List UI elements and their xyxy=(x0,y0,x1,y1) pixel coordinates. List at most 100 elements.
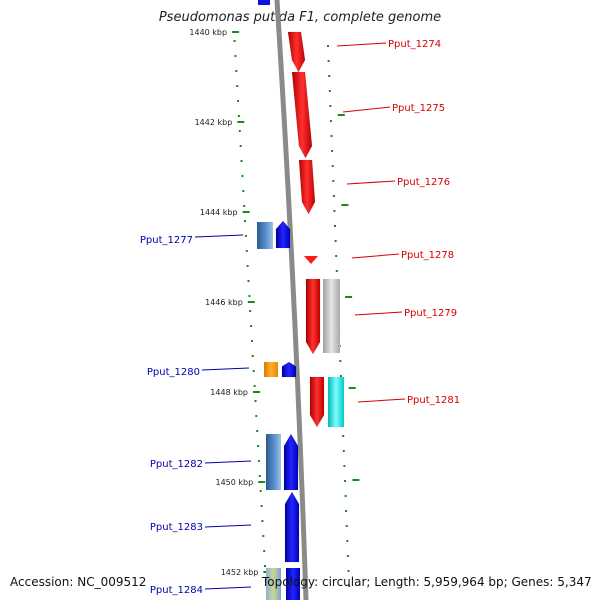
ruler-dot xyxy=(335,255,338,257)
feature-box-grey[interactable] xyxy=(323,279,340,353)
ruler-dot xyxy=(251,340,253,342)
position-label: 1446 kbp xyxy=(205,298,243,307)
leader-line-pput-1280 xyxy=(201,367,250,371)
ruler-dot xyxy=(261,520,264,522)
ruler-dot xyxy=(238,130,241,132)
ruler-dot xyxy=(244,220,246,222)
ruler-dot xyxy=(329,120,332,122)
ruler-dot xyxy=(331,150,334,152)
ruler-dot xyxy=(245,250,248,252)
leader-line-pput-1277 xyxy=(194,234,244,238)
partial-feature xyxy=(258,0,270,5)
gene-arrow-pput-1283[interactable] xyxy=(284,491,300,563)
ruler-dot xyxy=(333,210,336,212)
ruler-dot xyxy=(246,265,249,267)
ruler-dot xyxy=(252,370,255,372)
accession-text: Accession: NC_009512 xyxy=(10,575,147,589)
ruler-dot xyxy=(248,295,251,297)
ruler-dot xyxy=(346,540,349,542)
ruler-dot xyxy=(257,460,260,462)
gene-arrow-pput-1282[interactable] xyxy=(283,433,299,491)
map-title: Pseudomonas putida F1, complete genome xyxy=(158,10,442,25)
major-tick xyxy=(341,204,349,206)
gene-label-pput-1274[interactable]: Pput_1274 xyxy=(388,39,441,50)
ruler-dot xyxy=(255,415,258,417)
leader-line-pput-1274 xyxy=(336,42,387,47)
major-tick xyxy=(352,479,360,481)
feature-box-pput-1277[interactable] xyxy=(257,222,273,249)
ruler-dot xyxy=(258,475,261,477)
major-tick xyxy=(258,481,266,483)
leader-line-pput-1276 xyxy=(346,180,396,185)
ruler-dot xyxy=(259,490,262,492)
ruler-dot xyxy=(342,450,345,452)
ruler-dot xyxy=(263,550,266,552)
feature-box-pput-1284[interactable] xyxy=(266,568,281,600)
leader-line-pput-1282 xyxy=(204,460,252,464)
gene-label-pput-1279[interactable]: Pput_1279 xyxy=(404,308,457,319)
gene-arrow-pput-1278[interactable] xyxy=(304,256,318,264)
ruler-dot xyxy=(334,225,336,227)
gene-label-pput-1278[interactable]: Pput_1278 xyxy=(401,250,454,261)
major-tick xyxy=(232,31,240,33)
gene-label-pput-1277[interactable]: Pput_1277 xyxy=(140,235,193,246)
major-tick xyxy=(345,296,353,298)
ruler-dot xyxy=(339,360,342,362)
ruler-dot xyxy=(233,40,236,42)
gene-label-pput-1276[interactable]: Pput_1276 xyxy=(397,177,450,188)
ruler-dot xyxy=(328,75,331,77)
gene-arrow-pput-1276[interactable] xyxy=(298,159,316,215)
gene-label-pput-1281[interactable]: Pput_1281 xyxy=(407,395,460,406)
feature-box-cyan[interactable] xyxy=(328,377,344,427)
ruler-dot xyxy=(235,70,238,72)
major-tick xyxy=(237,121,245,123)
ruler-dot xyxy=(253,385,256,387)
gene-label-pput-1283[interactable]: Pput_1283 xyxy=(150,522,203,533)
ruler-dot xyxy=(237,100,240,102)
ruler-dot xyxy=(244,235,247,237)
leader-line-pput-1281 xyxy=(357,398,406,403)
gene-arrow-pput-1277[interactable] xyxy=(275,220,291,249)
gene-label-pput-1280[interactable]: Pput_1280 xyxy=(147,367,200,378)
topology-text: Topology: circular; Length: 5,959,964 bp… xyxy=(262,575,592,589)
major-tick xyxy=(348,387,356,389)
gene-arrow-pput-1280[interactable] xyxy=(281,361,297,378)
ruler-dot xyxy=(345,525,348,527)
ruler-dot xyxy=(257,445,260,447)
ruler-dot xyxy=(331,165,334,167)
ruler-dot xyxy=(332,195,335,197)
ruler-dot xyxy=(234,55,237,57)
ruler-dot xyxy=(345,510,348,512)
gene-arrow-pput-1284[interactable] xyxy=(286,568,300,600)
position-label: 1450 kbp xyxy=(215,478,253,487)
leader-line-pput-1278 xyxy=(351,253,400,259)
major-tick xyxy=(247,301,255,303)
ruler-dot xyxy=(343,465,346,467)
gene-arrow-pput-1279[interactable] xyxy=(305,278,321,355)
feature-box-pput-1282[interactable] xyxy=(266,434,281,490)
major-tick xyxy=(337,114,345,116)
gene-arrow-pput-1274[interactable] xyxy=(287,31,306,73)
ruler-dot xyxy=(327,60,330,62)
gene-label-pput-1282[interactable]: Pput_1282 xyxy=(150,459,203,470)
ruler-dot xyxy=(339,375,342,377)
gene-label-pput-1284[interactable]: Pput_1284 xyxy=(150,585,203,596)
major-tick xyxy=(253,391,260,393)
ruler-dot xyxy=(264,565,266,567)
ruler-dot xyxy=(251,355,254,357)
gene-arrow-pput-1281[interactable] xyxy=(309,376,325,428)
ruler-dot xyxy=(334,240,337,242)
ruler-dot xyxy=(242,190,245,192)
ruler-dot xyxy=(241,175,244,177)
position-label: 1442 kbp xyxy=(195,118,233,127)
gene-arrow-pput-1275[interactable] xyxy=(291,71,313,159)
leader-line-pput-1279 xyxy=(354,311,403,316)
position-label: 1440 kbp xyxy=(189,28,227,37)
ruler-dot xyxy=(344,480,346,482)
feature-box-pput-1280[interactable] xyxy=(264,362,278,377)
position-label: 1448 kbp xyxy=(210,388,248,397)
ruler-dot xyxy=(348,585,351,587)
ruler-dot xyxy=(250,325,253,327)
gene-label-pput-1275[interactable]: Pput_1275 xyxy=(392,103,445,114)
